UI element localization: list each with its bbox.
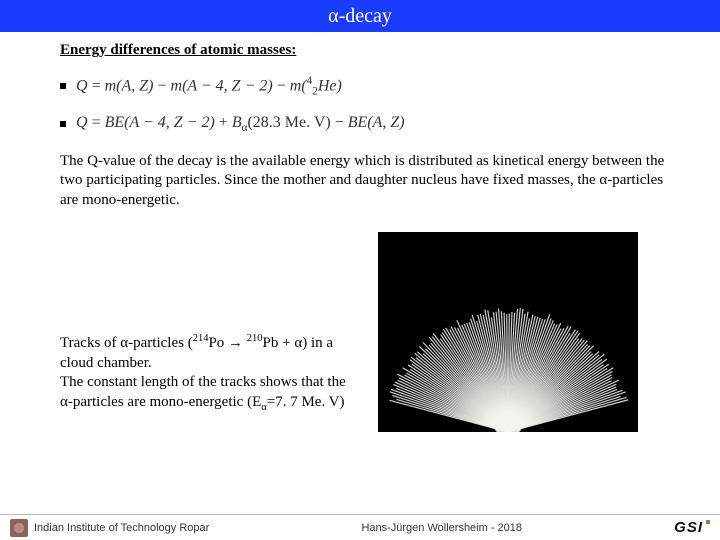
footer-left: Indian Institute of Technology Ropar xyxy=(10,519,209,537)
image-caption: Tracks of α-particles (214Po → 210Pb + α… xyxy=(60,232,360,432)
footer-institute: Indian Institute of Technology Ropar xyxy=(34,522,209,534)
footer-author: Hans-Jürgen Wollersheim - 2018 xyxy=(209,522,674,534)
slide-title-bar: α-decay xyxy=(0,0,720,32)
bullet-icon xyxy=(60,121,66,127)
bullet-icon xyxy=(60,83,66,89)
slide-footer: Indian Institute of Technology Ropar Han… xyxy=(0,514,720,540)
slide-title: α-decay xyxy=(328,5,392,28)
cloud-chamber-svg xyxy=(378,232,638,432)
slide-body: Energy differences of atomic masses: Q =… xyxy=(0,32,720,432)
equation-2-row: Q = BE(A − 4, Z − 2) + Bα(28.3 Me. V) − … xyxy=(60,108,670,140)
qvalue-paragraph: The Q-value of the decay is the availabl… xyxy=(60,152,670,211)
cloud-chamber-image xyxy=(378,232,638,432)
equation-1: Q = m(A, Z) − m(A − 4, Z − 2) − m(42He) xyxy=(76,75,342,98)
equation-1-row: Q = m(A, Z) − m(A − 4, Z − 2) − m(42He) xyxy=(60,69,670,104)
section-subheading: Energy differences of atomic masses: xyxy=(60,42,670,59)
gsi-logo: GSI xyxy=(674,519,703,536)
lower-row: Tracks of α-particles (214Po → 210Pb + α… xyxy=(60,232,670,432)
equation-2: Q = BE(A − 4, Z − 2) + Bα(28.3 Me. V) − … xyxy=(76,114,405,134)
footer-right: GSI xyxy=(674,519,710,536)
iit-logo-icon xyxy=(10,519,28,537)
gsi-dot-icon xyxy=(706,520,710,524)
